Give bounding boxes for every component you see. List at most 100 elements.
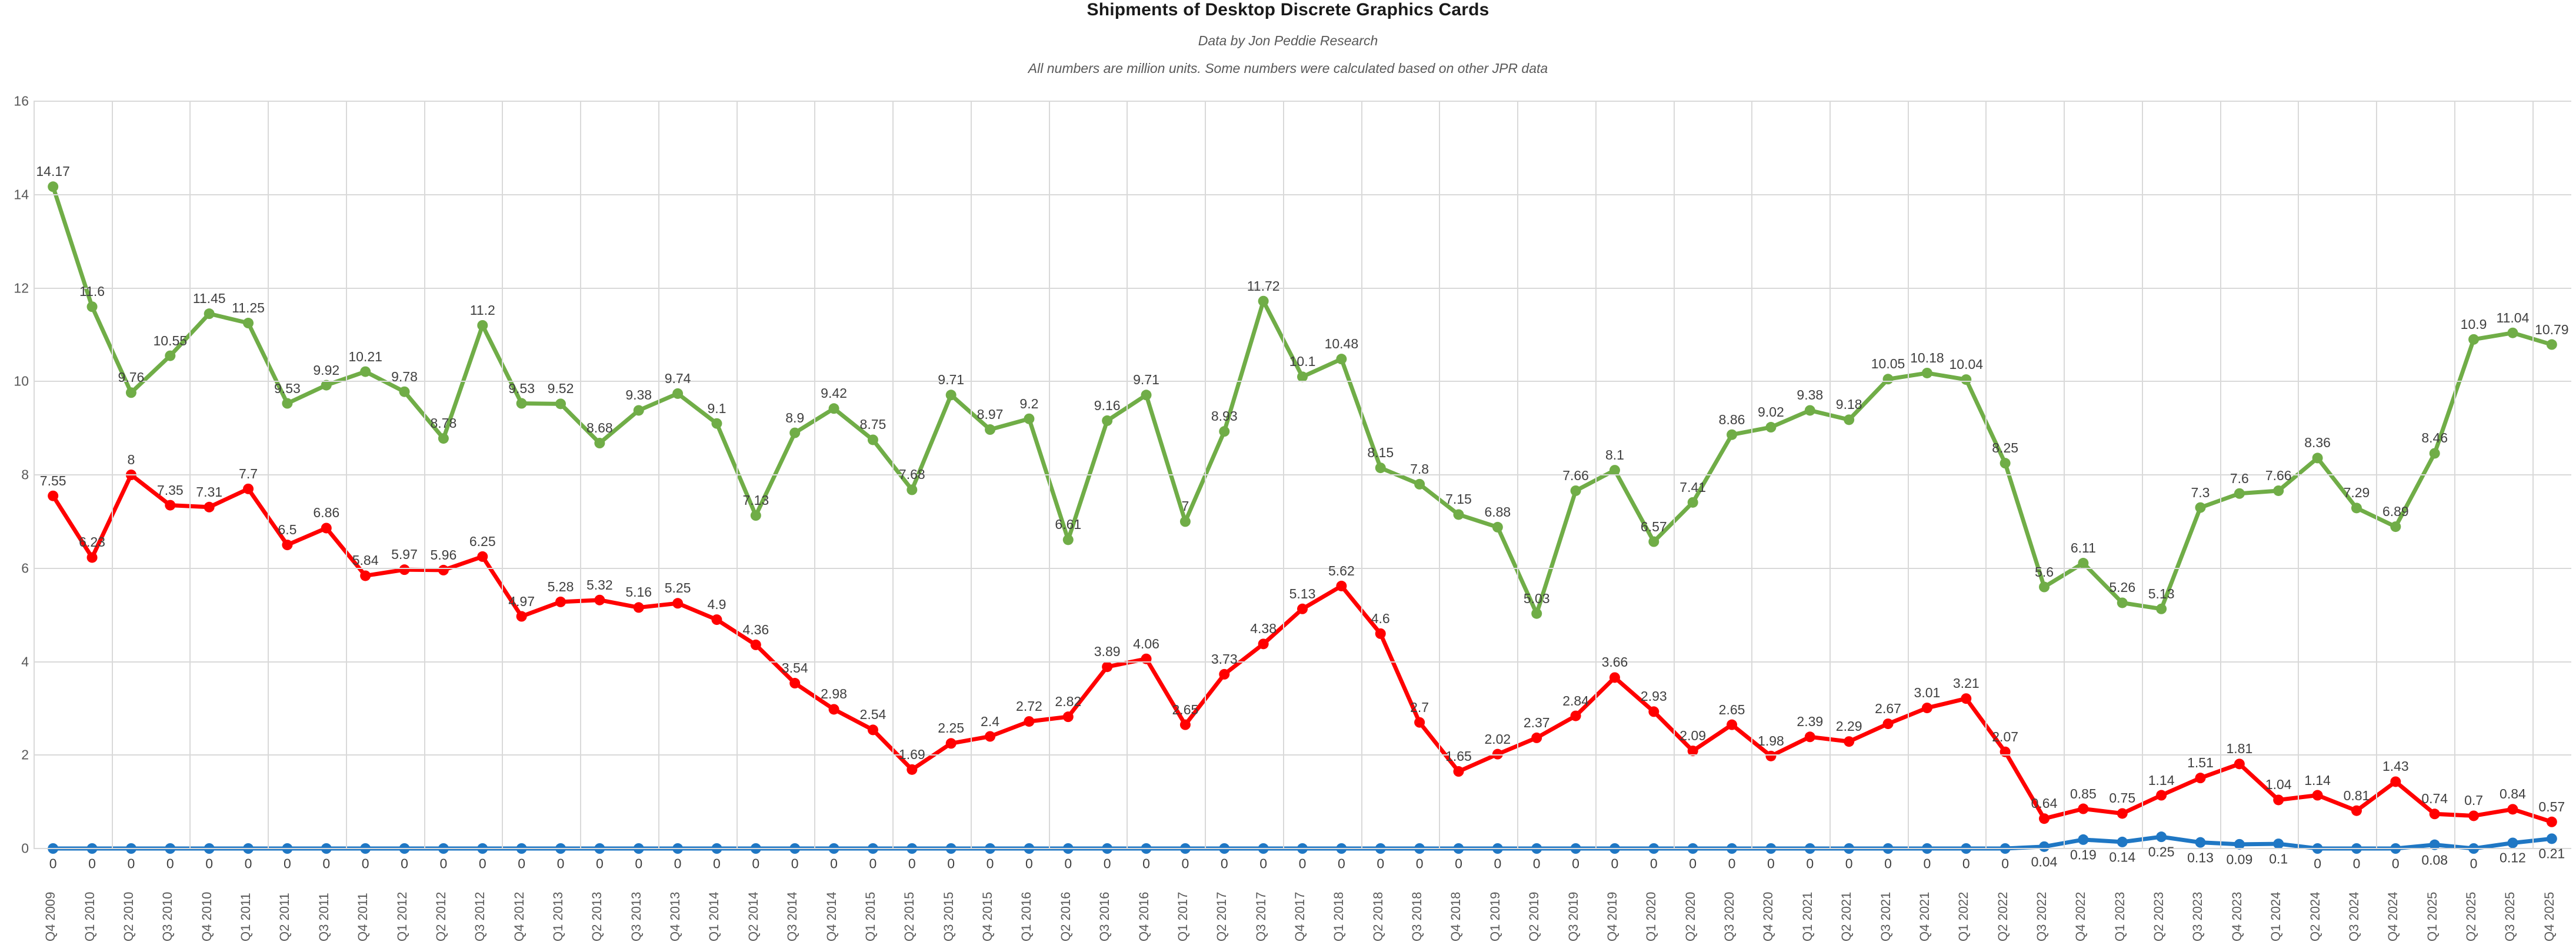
data-point-label: 0.57 — [2538, 798, 2565, 814]
gridline-vertical — [268, 101, 269, 848]
data-point-label: 0 — [244, 856, 252, 871]
data-point-label: 0.1 — [2269, 851, 2288, 867]
x-axis-tick-label: Q1 2024 — [2268, 891, 2284, 941]
data-point — [2507, 327, 2518, 338]
gridline-vertical — [2220, 101, 2221, 848]
data-point — [633, 405, 644, 416]
data-point — [1961, 374, 1972, 385]
data-point-label: 7.68 — [898, 467, 925, 483]
data-point-label: 6.61 — [1055, 517, 1082, 533]
data-point-label: 0 — [1728, 856, 1736, 871]
data-point — [985, 424, 996, 435]
data-point-label: 0 — [2001, 856, 2010, 871]
data-point-label: 2.39 — [1797, 714, 1824, 730]
data-point-label: 8.97 — [977, 407, 1004, 422]
data-point-label: 0.74 — [2421, 791, 2448, 807]
data-point-label: 2.84 — [1562, 693, 1589, 708]
data-point — [165, 350, 176, 361]
gridline-vertical — [1205, 101, 1207, 848]
x-axis-tick-label: Q1 2013 — [550, 891, 565, 941]
gridline-vertical — [1439, 101, 1441, 848]
data-point-label: 7.66 — [1562, 467, 1589, 483]
data-point-label: 5.26 — [2109, 580, 2136, 595]
data-point-label: 10.21 — [348, 348, 382, 364]
data-point-label: 0 — [1572, 856, 1579, 871]
data-point — [867, 724, 878, 736]
data-point — [1102, 415, 1113, 426]
data-point — [1258, 295, 1269, 307]
data-point — [1492, 748, 1503, 760]
x-axis-tick-label: Q4 2018 — [1448, 891, 1464, 941]
x-axis-tick-label: Q3 2014 — [785, 891, 800, 941]
gridline-horizontal — [34, 848, 2571, 849]
data-point-label: 0 — [361, 856, 369, 871]
data-point-label: 0.7 — [2464, 793, 2484, 808]
data-point-label: 1.43 — [2382, 758, 2409, 774]
data-point-label: 9.18 — [1835, 397, 1862, 412]
data-point — [243, 318, 254, 329]
data-point-label: 0 — [166, 856, 174, 871]
data-point — [1687, 497, 1698, 508]
x-axis-tick-label: Q3 2018 — [1409, 891, 1425, 941]
data-point-label: 9.74 — [664, 370, 691, 386]
data-point — [2546, 816, 2557, 827]
y-axis-tick-label: 8 — [21, 467, 29, 483]
gridline-vertical — [814, 101, 816, 848]
data-point — [1804, 731, 1815, 743]
data-point-label: 5.03 — [1523, 590, 1550, 606]
y-axis-tick-label: 0 — [21, 840, 29, 856]
data-point-label: 4.97 — [508, 593, 535, 609]
x-axis-tick-label: Q4 2016 — [1136, 891, 1151, 941]
data-point — [1648, 536, 1659, 547]
data-point — [1336, 580, 1347, 591]
data-point-label: 2.29 — [1835, 718, 1862, 734]
data-point — [2351, 805, 2362, 816]
data-point-label: 0 — [752, 856, 760, 871]
gridline-vertical — [736, 101, 738, 848]
x-axis-tick-label: Q2 2012 — [433, 891, 448, 941]
data-point — [1375, 462, 1386, 474]
data-point-label: 0 — [1689, 856, 1697, 871]
data-point-label: 4.6 — [1371, 610, 1390, 626]
data-point — [1219, 668, 1230, 680]
data-point — [2156, 831, 2167, 843]
data-point-label: 0 — [439, 856, 448, 871]
data-point-label: 0 — [869, 856, 877, 871]
gridline-vertical — [1673, 101, 1675, 848]
data-point-label: 0 — [1220, 856, 1228, 871]
data-point-label: 0 — [1415, 856, 1424, 871]
data-point — [828, 704, 839, 715]
gridline-horizontal — [34, 287, 2571, 289]
y-axis-tick-label: 14 — [14, 187, 29, 202]
data-point-label: 5.6 — [2035, 564, 2054, 580]
x-axis-tick-label: Q1 2015 — [862, 891, 878, 941]
data-point-label: 2.07 — [1992, 728, 2019, 744]
data-point-label: 0 — [478, 856, 486, 871]
data-point-label: 0 — [1181, 856, 1189, 871]
data-point — [2078, 803, 2089, 814]
data-point-label: 8.1 — [1605, 447, 1624, 463]
data-point-label: 2.82 — [1055, 694, 1082, 710]
data-point-label: 0.14 — [2109, 849, 2136, 865]
data-point-label: 2.65 — [1718, 701, 1745, 717]
data-point — [282, 540, 293, 551]
data-point-label: 6.11 — [2070, 540, 2096, 556]
gridline-vertical — [658, 101, 659, 848]
data-point-label: 6.57 — [1640, 518, 1667, 534]
data-point-label: 0 — [1455, 856, 1462, 871]
data-point — [672, 598, 684, 609]
data-point-label: 4.36 — [742, 621, 769, 637]
x-axis-tick-label: Q4 2011 — [355, 893, 371, 941]
gridline-vertical — [1829, 101, 1831, 848]
data-point-label: 2.09 — [1679, 728, 1707, 744]
data-point-label: 11.6 — [79, 284, 105, 300]
data-point-label: 4.06 — [1133, 635, 1159, 651]
x-axis-tick-label: Q1 2022 — [1956, 891, 1971, 941]
data-point-label: 14.17 — [36, 164, 70, 179]
gridline-vertical — [345, 101, 347, 848]
data-point — [477, 320, 488, 331]
data-point-label: 7.35 — [156, 482, 184, 498]
data-point-label: 6.5 — [278, 522, 297, 538]
data-point-label: 0 — [401, 856, 408, 871]
data-point-label: 11.25 — [232, 300, 265, 316]
